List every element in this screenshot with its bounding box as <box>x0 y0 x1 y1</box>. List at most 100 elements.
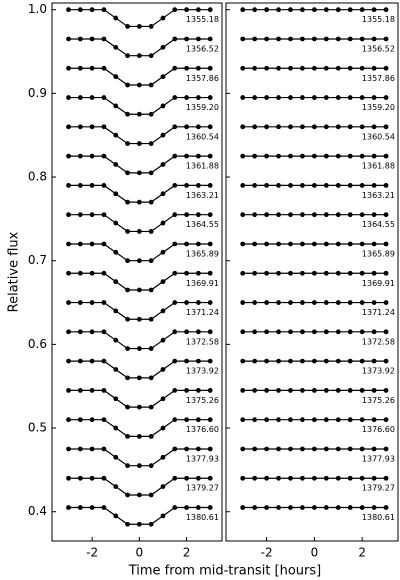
flux-point <box>371 505 377 510</box>
flux-point <box>359 183 365 188</box>
epoch-label: 1356.52 <box>362 44 395 53</box>
flux-point <box>240 95 246 100</box>
flux-point <box>371 241 377 247</box>
flux-point <box>101 446 107 452</box>
flux-point <box>288 183 293 188</box>
flux-point <box>383 95 389 100</box>
flux-point <box>160 425 166 431</box>
flux-point <box>276 212 281 218</box>
flux-point <box>195 329 201 335</box>
flux-point <box>264 329 270 335</box>
flux-point <box>66 241 71 247</box>
epoch-label: 1372.58 <box>186 337 219 346</box>
flux-point <box>264 183 270 188</box>
x-tick-label: 2 <box>358 546 366 560</box>
flux-point <box>125 111 130 117</box>
flux-point <box>323 95 329 100</box>
flux-point <box>359 124 365 130</box>
flux-point <box>240 212 246 218</box>
flux-point <box>276 505 281 510</box>
flux-point <box>66 7 71 13</box>
flux-point <box>359 475 365 481</box>
flux-point <box>160 454 166 460</box>
flux-point <box>160 132 166 138</box>
flux-point <box>383 36 389 42</box>
flux-point <box>240 153 246 159</box>
flux-point <box>113 162 119 167</box>
flux-point <box>77 270 83 276</box>
flux-point <box>276 7 281 13</box>
flux-point <box>136 141 142 146</box>
flux-point <box>371 212 377 218</box>
flux-point <box>125 170 130 176</box>
flux-point <box>252 300 258 305</box>
flux-point <box>184 153 189 159</box>
flux-point <box>207 358 213 364</box>
flux-point <box>195 387 201 393</box>
flux-point <box>359 300 365 305</box>
flux-point <box>252 95 258 100</box>
flux-point <box>172 212 178 218</box>
epoch-label: 1365.89 <box>186 249 219 258</box>
flux-point <box>383 475 389 481</box>
flux-point <box>148 53 154 59</box>
flux-point <box>264 7 270 13</box>
flux-point <box>195 241 201 247</box>
flux-point <box>207 329 213 335</box>
flux-point <box>101 300 107 305</box>
flux-point <box>252 183 258 188</box>
flux-point <box>300 153 305 159</box>
epoch-label: 1355.18 <box>362 15 395 24</box>
flux-point <box>335 7 341 13</box>
flux-point <box>240 270 246 276</box>
flux-point <box>371 124 377 130</box>
flux-point <box>101 212 107 218</box>
flux-point <box>335 124 341 130</box>
flux-point <box>383 358 389 364</box>
y-tick-label: 0.6 <box>28 337 47 351</box>
flux-point <box>347 329 353 335</box>
flux-point <box>125 521 130 527</box>
flux-point <box>89 505 95 510</box>
flux-point <box>148 287 154 293</box>
flux-point <box>383 7 389 13</box>
epoch-label: 1377.93 <box>362 454 395 463</box>
flux-point <box>335 358 341 364</box>
flux-point <box>160 308 166 314</box>
flux-point <box>276 417 281 423</box>
flux-point <box>125 375 130 381</box>
flux-point <box>148 463 154 469</box>
flux-point <box>311 241 317 247</box>
flux-point <box>207 417 213 423</box>
flux-point <box>323 329 329 335</box>
flux-point <box>136 287 142 293</box>
flux-point <box>359 329 365 335</box>
flux-point <box>240 300 246 305</box>
flux-point <box>113 454 119 460</box>
flux-point <box>195 65 201 71</box>
flux-point <box>207 270 213 276</box>
epoch-label: 1357.86 <box>362 74 395 83</box>
flux-point <box>136 375 142 381</box>
flux-point <box>66 329 71 335</box>
flux-point <box>66 124 71 130</box>
flux-point <box>172 387 178 393</box>
flux-point <box>264 300 270 305</box>
flux-point <box>383 446 389 452</box>
flux-point <box>148 229 154 234</box>
flux-point <box>172 300 178 305</box>
x-axis-label: Time from mid-transit [hours] <box>128 564 322 579</box>
flux-point <box>383 329 389 335</box>
flux-point <box>288 36 293 42</box>
flux-point <box>371 95 377 100</box>
flux-point <box>77 183 83 188</box>
flux-point <box>113 367 119 372</box>
y-tick-label: 0.9 <box>28 86 47 100</box>
flux-point <box>184 417 189 423</box>
flux-point <box>184 270 189 276</box>
flux-point <box>264 270 270 276</box>
flux-point <box>195 153 201 159</box>
flux-point <box>89 300 95 305</box>
flux-point <box>113 191 119 197</box>
flux-point <box>113 15 119 21</box>
